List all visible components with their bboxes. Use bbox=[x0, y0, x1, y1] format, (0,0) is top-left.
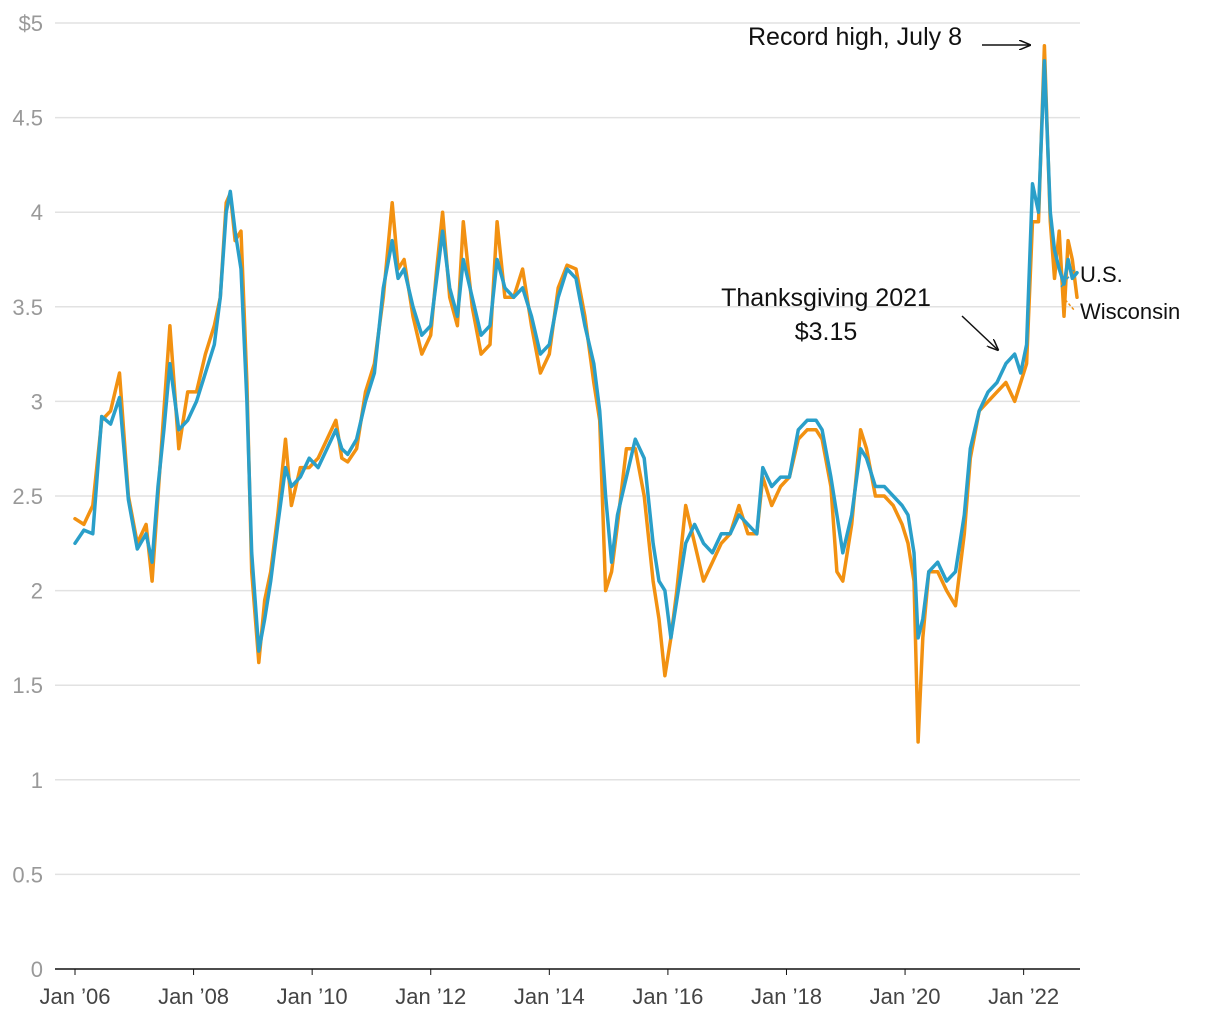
x-tick-label: Jan ’14 bbox=[514, 984, 585, 1009]
x-tick-label: Jan ’18 bbox=[751, 984, 822, 1009]
series-line-wisconsin bbox=[73, 43, 1079, 744]
record-high-annotation: Record high, July 8 bbox=[748, 23, 1030, 51]
y-tick-label: 2.5 bbox=[12, 484, 43, 509]
y-tick-label: 0 bbox=[31, 957, 43, 982]
y-tick-label: 3.5 bbox=[12, 295, 43, 320]
record-high-label: Record high, July 8 bbox=[748, 23, 962, 51]
y-axis-ticks: 0 0.5 1 1.5 2 2.5 3 3.5 4 4.5 $5 bbox=[12, 11, 43, 982]
legend-label-wisconsin: Wisconsin bbox=[1080, 299, 1180, 324]
y-tick-label: 3 bbox=[31, 389, 43, 414]
thanksgiving-price: $3.15 bbox=[795, 318, 858, 346]
y-tick-label: 1.5 bbox=[12, 673, 43, 698]
x-tick-label: Jan ’12 bbox=[395, 984, 466, 1009]
y-tick-label: 0.5 bbox=[12, 862, 43, 887]
thanksgiving-arrow bbox=[961, 315, 998, 350]
legend-label-us: U.S. bbox=[1080, 262, 1123, 287]
series-line-us bbox=[73, 59, 1079, 653]
y-tick-label: 4 bbox=[31, 200, 43, 225]
x-tick-label: Jan ’10 bbox=[277, 984, 348, 1009]
legend-leader-us bbox=[1060, 269, 1075, 288]
x-tick-label: Jan ’08 bbox=[158, 984, 229, 1009]
thanksgiving-label: Thanksgiving 2021 bbox=[721, 284, 931, 312]
thanksgiving-annotation: Thanksgiving 2021 $3.15 bbox=[721, 284, 998, 350]
x-tick-label: Jan ’06 bbox=[40, 984, 111, 1009]
x-tick-label: Jan ’20 bbox=[870, 984, 941, 1009]
series-lines bbox=[73, 43, 1079, 744]
y-tick-label: 2 bbox=[31, 579, 43, 604]
x-tick-label: Jan ’22 bbox=[988, 984, 1059, 1009]
legend-leader-wisconsin bbox=[1061, 295, 1076, 312]
y-tick-label: 4.5 bbox=[12, 106, 43, 131]
y-tick-label: $5 bbox=[19, 11, 43, 36]
x-axis-ticks: Jan ’06 Jan ’08 Jan ’10 Jan ’12 Jan ’14 Jan ’… bbox=[40, 969, 1059, 1009]
y-tick-label: 1 bbox=[31, 768, 43, 793]
x-tick-label: Jan ’16 bbox=[632, 984, 703, 1009]
legend: U.S. Wisconsin bbox=[1060, 262, 1180, 324]
gridlines bbox=[55, 22, 1080, 876]
